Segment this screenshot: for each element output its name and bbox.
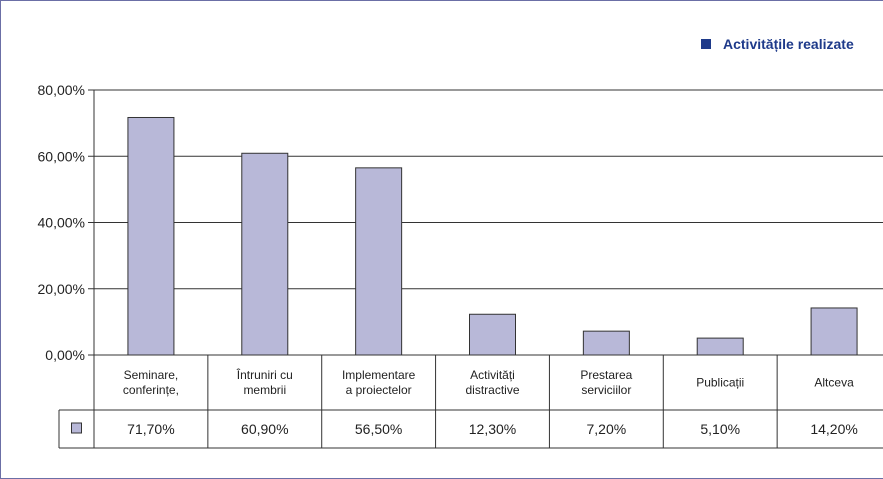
x-tick-label: Activități [470,368,515,382]
y-tick-label: 0,00% [45,347,85,363]
data-label: 71,70% [127,421,174,437]
bar [469,313,516,356]
x-tick-label: Publicații [696,376,744,390]
bar [582,330,630,356]
x-tick-label: Implementare [342,368,416,382]
x-tick-label: membrii [243,383,286,397]
y-tick-label: 80,00% [38,82,85,98]
bar [355,167,403,356]
y-tick-label: 40,00% [38,215,85,231]
bar [810,307,858,356]
x-tick-label: Întruniri cu [236,367,293,382]
y-tick-label: 20,00% [38,281,85,297]
data-label: 56,50% [355,421,402,437]
y-tick-label: 60,00% [38,148,85,164]
x-tick-label: Altceva [814,376,854,390]
x-tick-label: Prestarea [580,368,632,382]
x-tick-label: serviciilor [581,383,631,397]
x-tick-label: Seminare, [124,368,179,382]
x-tick-label: conferințe, [123,383,179,397]
data-label: 5,10% [700,421,740,437]
data-label: 12,30% [469,421,516,437]
legend-key-swatch [71,422,82,434]
data-label: 60,90% [241,421,288,437]
data-label: 7,20% [587,421,627,437]
legend-swatch [701,39,711,49]
data-label: 14,20% [810,421,857,437]
x-tick-label: a proiectelor [346,383,412,397]
legend: Activitățile realizate [701,36,854,52]
bar [241,152,289,356]
legend-label: Activitățile realizate [723,36,854,52]
bar [696,337,744,356]
x-tick-label: distractive [465,383,519,397]
bar [127,116,175,356]
